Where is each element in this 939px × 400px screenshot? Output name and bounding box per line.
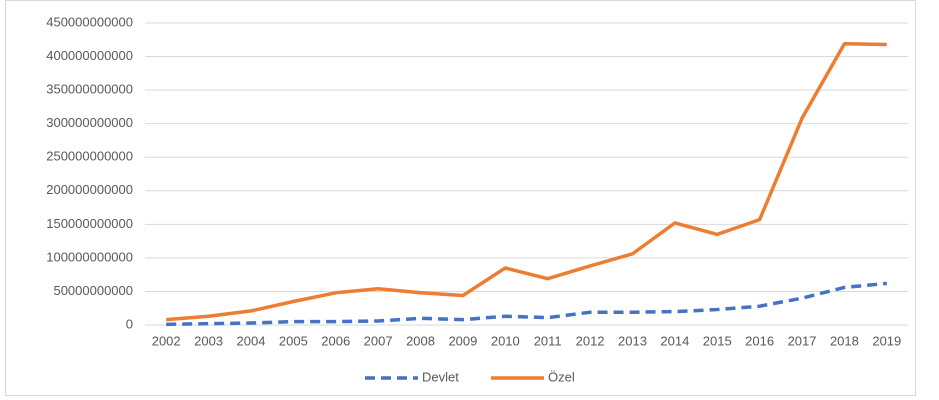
y-tick-label: 400000000000 — [46, 48, 133, 63]
x-tick-label: 2016 — [745, 333, 774, 348]
series-line — [166, 42, 887, 322]
x-tick-label: 2010 — [491, 333, 520, 348]
x-tick-label: 2014 — [660, 333, 689, 348]
y-tick-label: 0 — [126, 316, 133, 331]
y-tick-label: 350000000000 — [46, 82, 133, 97]
x-tick-label: 2015 — [703, 333, 732, 348]
y-tick-label: 200000000000 — [46, 182, 133, 197]
y-tick-label: 50000000000 — [53, 283, 133, 298]
x-tick-label: 2004 — [237, 333, 266, 348]
legend-label: Özel — [548, 369, 575, 384]
x-tick-label: 2008 — [406, 333, 435, 348]
y-tick-label: 250000000000 — [46, 149, 133, 164]
x-tick-label: 2003 — [194, 333, 223, 348]
x-tick-label: 2019 — [872, 333, 901, 348]
x-tick-label: 2005 — [279, 333, 308, 348]
y-tick-label: 150000000000 — [46, 216, 133, 231]
chart-frame — [5, 0, 916, 396]
y-tick-label: 100000000000 — [46, 249, 133, 264]
x-tick-label: 2007 — [364, 333, 393, 348]
series-line — [166, 281, 887, 327]
x-tick-label: 2006 — [321, 333, 350, 348]
x-tick-label: 2012 — [576, 333, 605, 348]
x-tick-label: 2011 — [534, 333, 562, 348]
x-tick-label: 2018 — [830, 333, 859, 348]
legend-label: Devlet — [422, 369, 459, 384]
x-tick-label: 2009 — [448, 333, 477, 348]
y-tick-label: 300000000000 — [46, 115, 133, 130]
x-tick-label: 2017 — [788, 333, 817, 348]
y-tick-label: 450000000000 — [46, 14, 133, 29]
x-tick-label: 2013 — [618, 333, 647, 348]
x-tick-label: 2002 — [152, 333, 181, 348]
